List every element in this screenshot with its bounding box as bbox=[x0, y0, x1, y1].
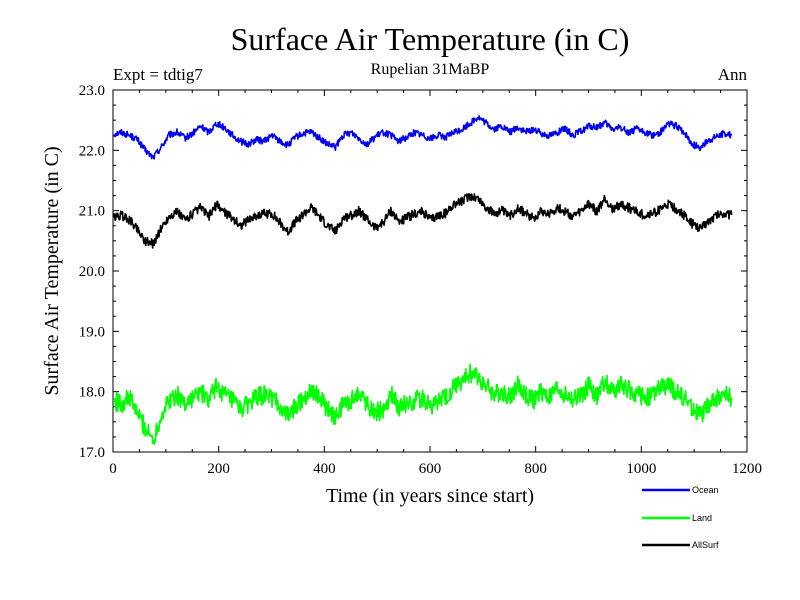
x-axis-label: Time (in years since start) bbox=[326, 485, 534, 507]
x-tick-label: 1000 bbox=[626, 461, 656, 477]
legend: Ocean Land AllSurf bbox=[642, 485, 719, 550]
y-tick-label: 18.0 bbox=[79, 385, 105, 401]
chart-title: Surface Air Temperature (in C) bbox=[231, 21, 630, 57]
x-tick-label: 200 bbox=[207, 461, 230, 477]
y-axis: 17.0 18.0 19.0 20.0 21.0 22.0 23.0 bbox=[79, 83, 747, 461]
x-tick-label: 600 bbox=[419, 461, 442, 477]
x-tick-label: 1200 bbox=[732, 461, 762, 477]
y-tick-label: 22.0 bbox=[79, 143, 105, 159]
y-tick-label: 19.0 bbox=[79, 324, 105, 340]
legend-label-allsurf: AllSurf bbox=[692, 540, 719, 550]
y-tick-label: 17.0 bbox=[79, 445, 105, 461]
y-tick-label: 20.0 bbox=[79, 264, 105, 280]
y-tick-label: 21.0 bbox=[79, 204, 105, 220]
x-tick-label: 400 bbox=[313, 461, 336, 477]
series-line-land bbox=[112, 363, 733, 445]
legend-label-land: Land bbox=[692, 513, 712, 523]
series-line-allsurf bbox=[112, 193, 733, 249]
x-axis: 0 200 400 600 800 1000 1200 bbox=[109, 90, 762, 477]
x-tick-label: 0 bbox=[109, 461, 117, 477]
experiment-label: Expt = tdtig7 bbox=[113, 65, 203, 84]
chart-subtitle: Rupelian 31MaBP bbox=[371, 61, 490, 78]
series-line-ocean bbox=[112, 115, 733, 160]
legend-label-ocean: Ocean bbox=[692, 485, 719, 495]
plot-frame bbox=[112, 89, 748, 453]
season-label: Ann bbox=[718, 65, 748, 84]
y-axis-label: Surface Air Temperature (in C) bbox=[41, 146, 63, 395]
y-tick-label: 23.0 bbox=[79, 83, 105, 99]
x-tick-label: 800 bbox=[524, 461, 547, 477]
series-layer bbox=[112, 115, 733, 445]
